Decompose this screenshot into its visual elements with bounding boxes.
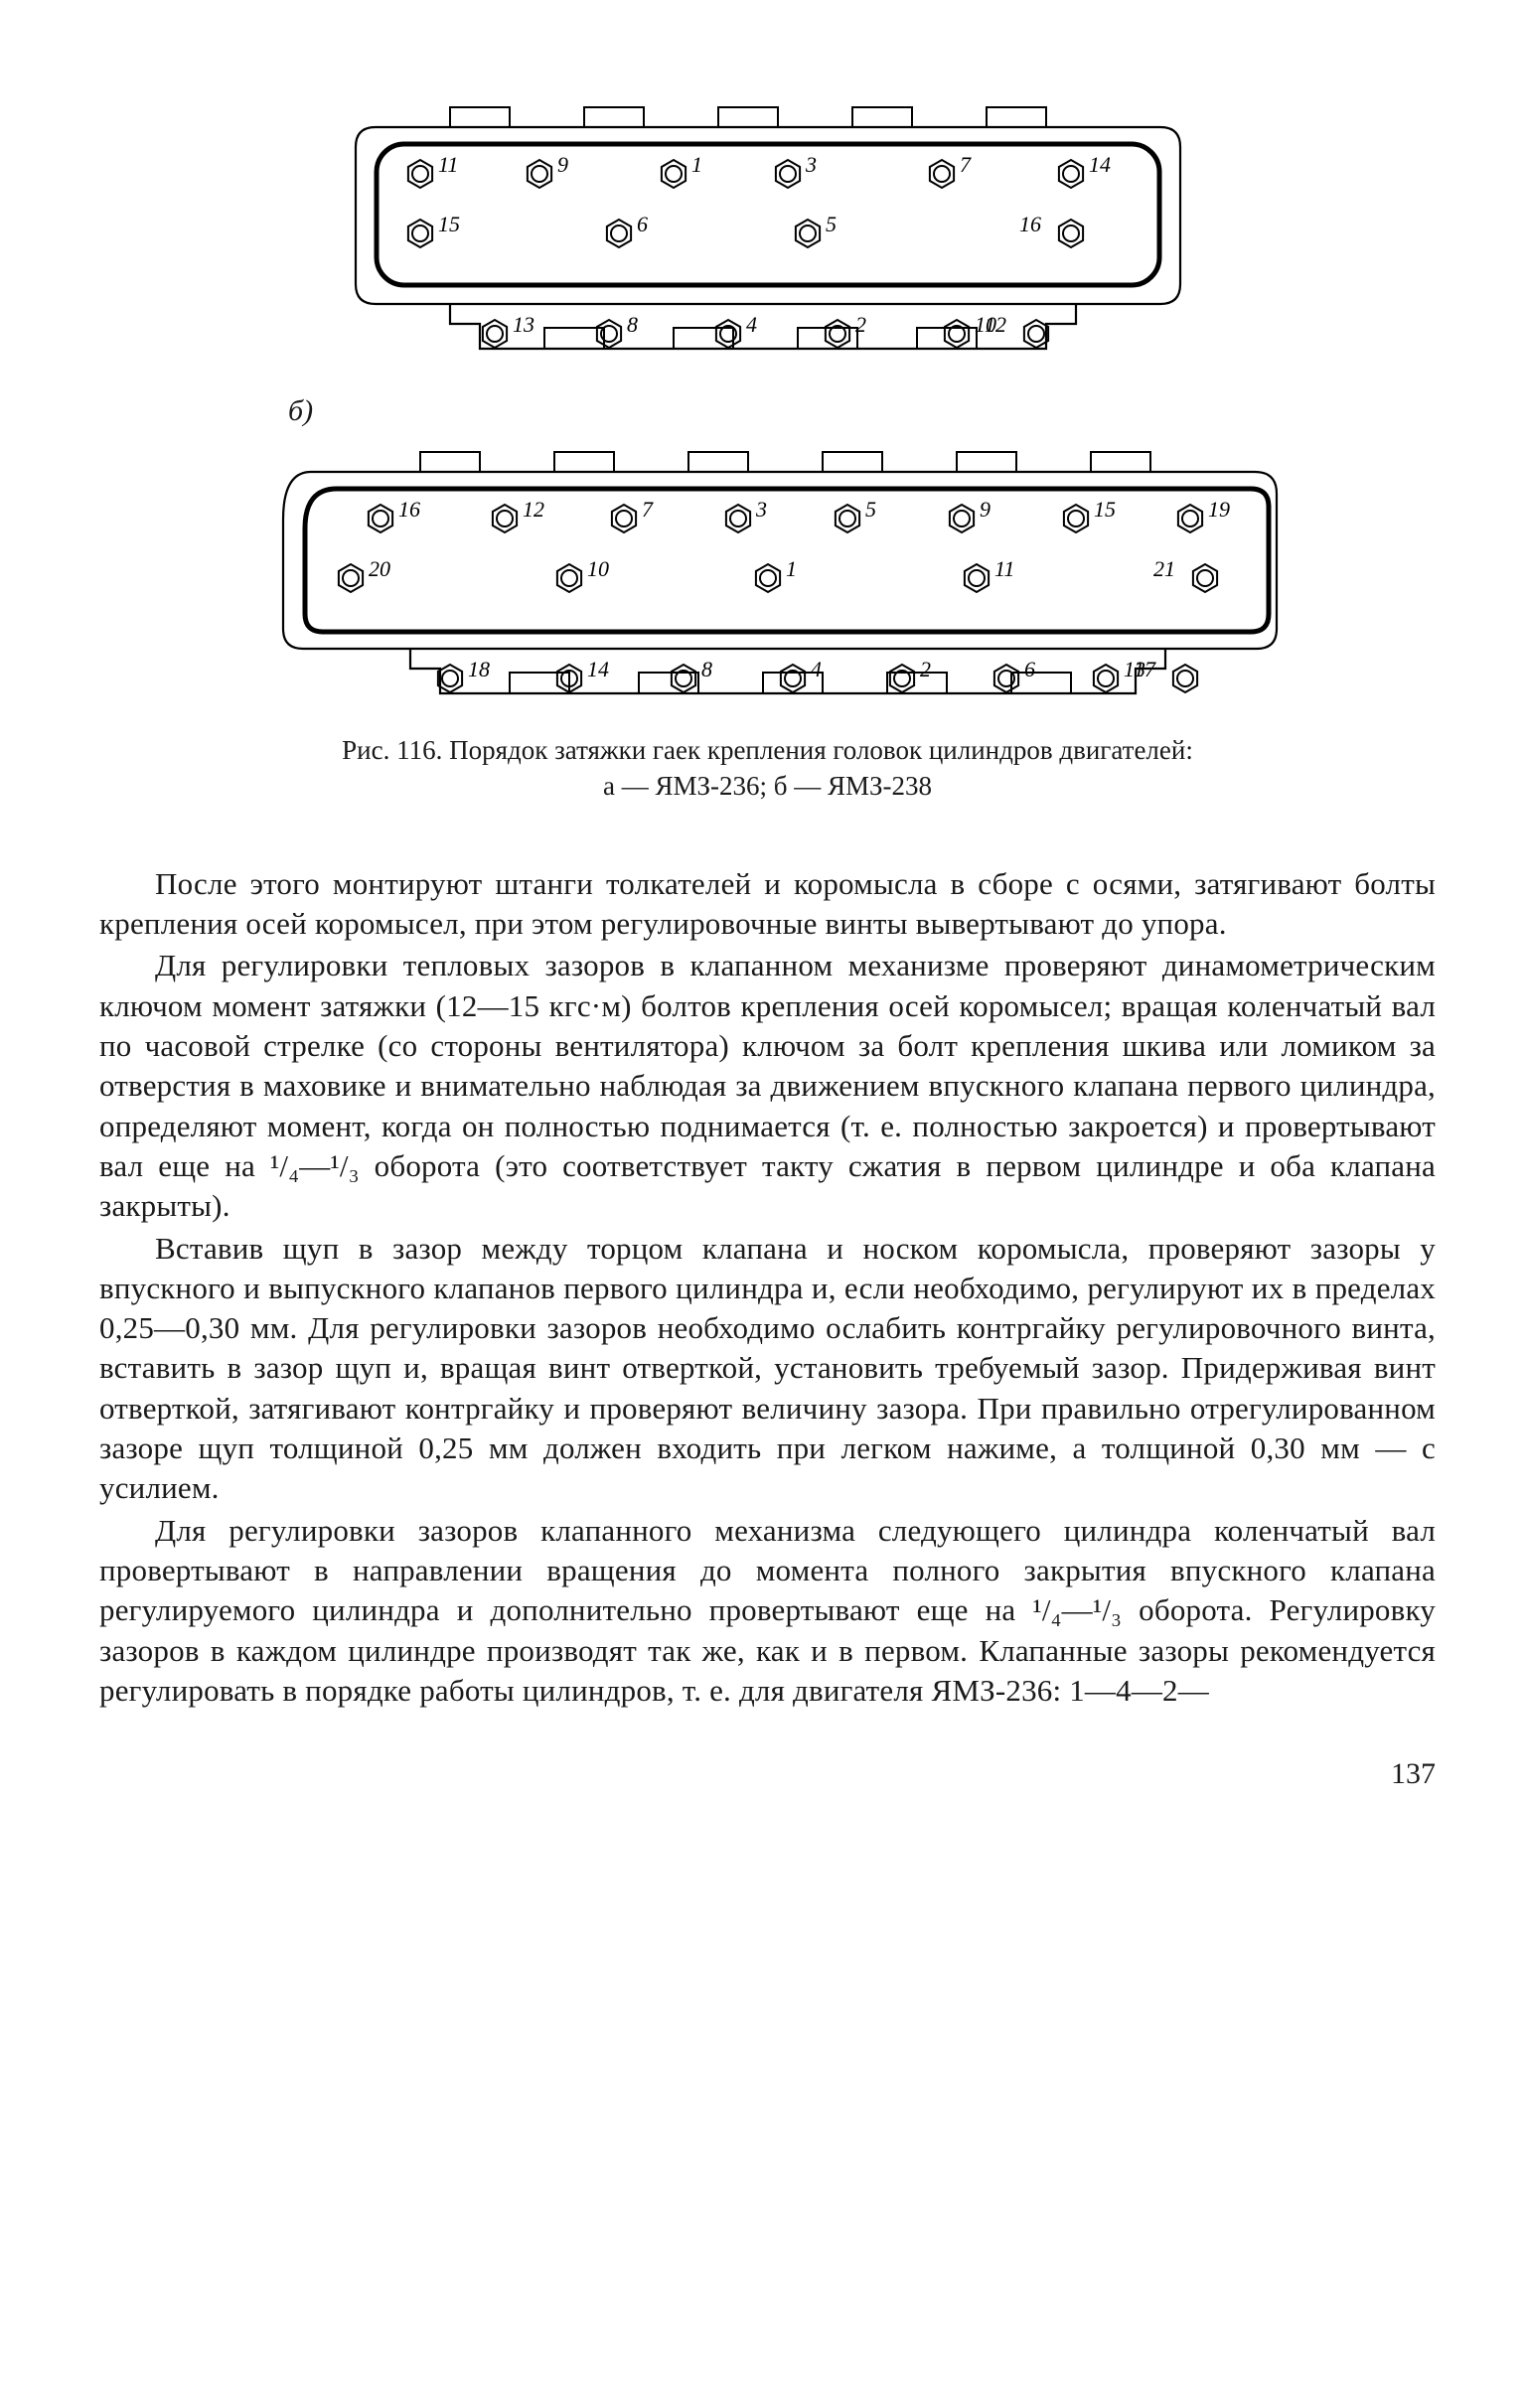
tabs-bot: [544, 328, 977, 349]
bolt-inner-circle: [800, 226, 816, 241]
bolt-label: 19: [1208, 497, 1230, 522]
bolt-label: 11: [994, 556, 1014, 581]
bolt-inner-circle: [373, 511, 388, 527]
bolt-label: 7: [960, 152, 972, 177]
bolt-inner-circle: [969, 570, 985, 586]
bolt-inner-circle: [1068, 511, 1084, 527]
bolt-label: 18: [468, 657, 490, 681]
bolt-inner-circle: [1028, 326, 1044, 342]
bolt-inner-circle: [839, 511, 855, 527]
bolt-label: 15: [1094, 497, 1116, 522]
bolt-inner-circle: [760, 570, 776, 586]
bolt-label: 10: [587, 556, 609, 581]
paragraph-1: После этого монтируют штанги толкателей …: [99, 864, 1436, 945]
paragraph-3: Вставив щуп в зазор между торцом клапана…: [99, 1229, 1436, 1509]
diagram-b: 161273591519201011121181484261317: [212, 434, 1324, 722]
bolt-label: 4: [746, 312, 757, 337]
body-text: После этого монтируют штанги толкателей …: [99, 864, 1436, 1711]
bolt-inner-circle: [1182, 511, 1198, 527]
bolt-label: 21: [1153, 556, 1175, 581]
bolt-inner-circle: [412, 226, 428, 241]
bolt-label: 1: [691, 152, 702, 177]
figure-116: 11913714156516138421012 б): [99, 89, 1436, 805]
bolt-label: 5: [826, 212, 837, 236]
caption-line-1: Рис. 116. Порядок затяжки гаек крепления…: [342, 735, 1193, 765]
bolt-inner-circle: [532, 166, 547, 182]
bolt-label: 12: [523, 497, 544, 522]
bolt-label: 3: [755, 497, 767, 522]
bolt-label: 12: [985, 312, 1006, 337]
bolt-label: 16: [398, 497, 420, 522]
bolt-inner-circle: [497, 511, 513, 527]
bolt-inner-circle: [1177, 671, 1193, 686]
bolt-label: 9: [557, 152, 568, 177]
diagram-a: 11913714156516138421012: [281, 89, 1255, 377]
bolt-label: 8: [627, 312, 638, 337]
bolt-label: 2: [920, 657, 931, 681]
bolt-inner-circle: [1197, 570, 1213, 586]
bolt-label: 11: [438, 152, 458, 177]
bolt-inner-circle: [561, 570, 577, 586]
paragraph-2: Для регулировки тепловых зазоров в клапа…: [99, 946, 1436, 1226]
bolt-label: 14: [587, 657, 609, 681]
bolt-label: 5: [865, 497, 876, 522]
bolt-inner-circle: [666, 166, 682, 182]
bolt-label: 17: [1134, 657, 1156, 681]
page-number: 137: [99, 1754, 1436, 1793]
bolt-inner-circle: [1063, 226, 1079, 241]
diagram-b-label: б): [288, 391, 1436, 430]
paragraph-4: Для регулировки зазоров клапанного механ…: [99, 1511, 1436, 1711]
bolt-inner-circle: [343, 570, 359, 586]
bolt-label: 4: [811, 657, 822, 681]
caption-line-2: а — ЯМЗ-236; б — ЯМЗ-238: [159, 768, 1376, 804]
bolt-inner-circle: [412, 166, 428, 182]
bolt-inner-circle: [616, 511, 632, 527]
bolt-label: 16: [1019, 212, 1041, 236]
bolt-label: 13: [513, 312, 534, 337]
bolt-label: 7: [642, 497, 654, 522]
bolt-label: 1: [786, 556, 797, 581]
bolt-label: 6: [637, 212, 648, 236]
bolt-label: 20: [369, 556, 390, 581]
bolt-inner-circle: [780, 166, 796, 182]
bolt-inner-circle: [1098, 671, 1114, 686]
bolt-inner-circle: [442, 671, 458, 686]
tabs-top: [450, 107, 1046, 127]
bolt-label: 3: [805, 152, 817, 177]
bolt-inner-circle: [934, 166, 950, 182]
bolt-inner-circle: [730, 511, 746, 527]
bolt-label: 9: [980, 497, 991, 522]
bolt-label: 2: [855, 312, 866, 337]
bolt-inner-circle: [954, 511, 970, 527]
bolt-inner-circle: [1063, 166, 1079, 182]
bolt-inner-circle: [611, 226, 627, 241]
bolt-label: 8: [701, 657, 712, 681]
bolt-label: 6: [1024, 657, 1035, 681]
bolt-label: 14: [1089, 152, 1111, 177]
tabs-top: [420, 452, 1150, 472]
figure-caption: Рис. 116. Порядок затяжки гаек крепления…: [159, 732, 1376, 805]
bolt-label: 15: [438, 212, 460, 236]
bolt-inner-circle: [487, 326, 503, 342]
